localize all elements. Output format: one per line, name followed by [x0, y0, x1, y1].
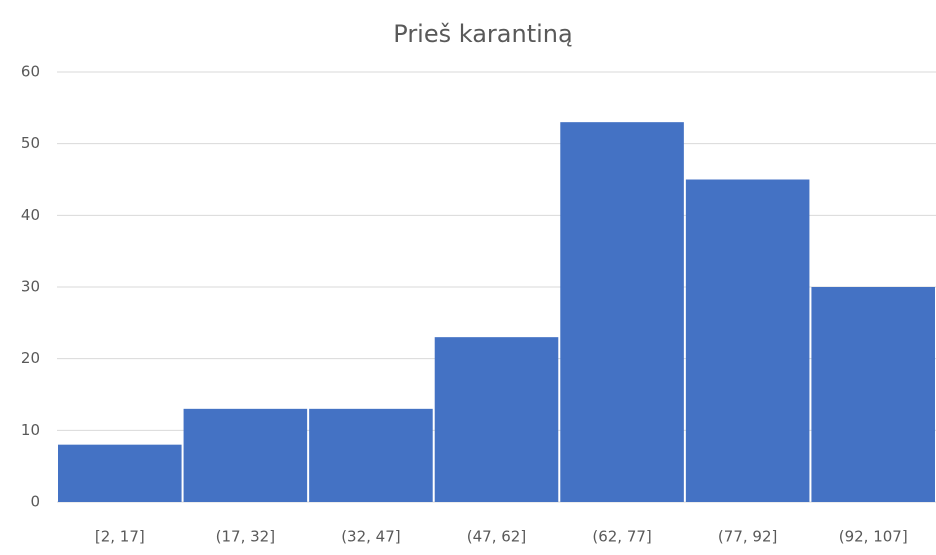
y-tick-label: 0	[30, 493, 40, 511]
bar	[58, 444, 182, 502]
y-tick-label: 40	[21, 206, 40, 224]
x-tick-label: (62, 77]	[592, 528, 651, 546]
x-tick-label: (47, 62]	[467, 528, 526, 546]
bar	[183, 408, 308, 502]
y-tick-label: 60	[21, 63, 40, 81]
bar	[685, 179, 810, 502]
bar	[434, 337, 559, 502]
bar	[811, 287, 935, 502]
bar	[560, 122, 684, 503]
x-tick-label: (32, 47]	[341, 528, 400, 546]
y-tick-label: 10	[21, 421, 40, 439]
x-tick-label: (17, 32]	[216, 528, 275, 546]
bar	[309, 408, 433, 502]
y-tick-label: 20	[21, 349, 40, 367]
x-tick-label: (92, 107]	[839, 528, 908, 546]
y-tick-label: 30	[21, 278, 40, 296]
chart-title: Prieš karantiną	[393, 20, 572, 48]
x-tick-label: (77, 92]	[718, 528, 777, 546]
x-tick-label: [2, 17]	[95, 528, 145, 546]
y-tick-label: 50	[21, 134, 40, 152]
